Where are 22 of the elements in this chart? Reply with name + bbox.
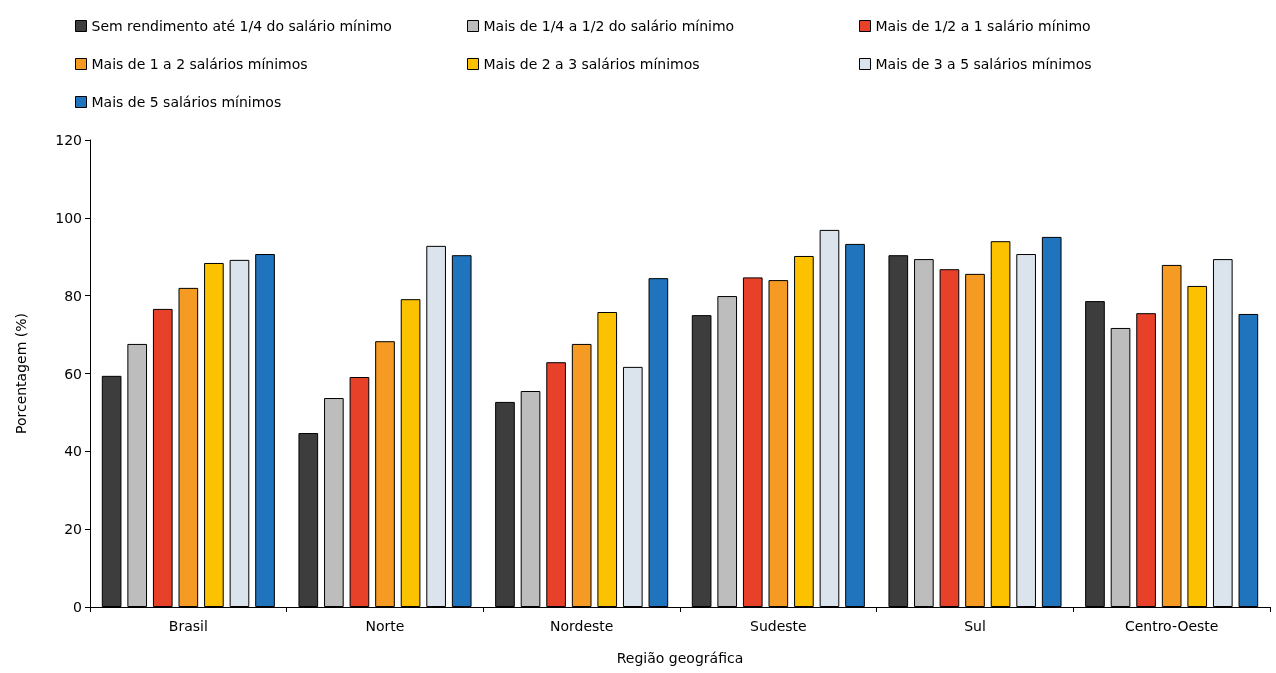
legend-label: Mais de 2 a 3 salários mínimos — [483, 56, 700, 72]
y-tick-label: 60 — [64, 365, 82, 382]
x-tick-label: Nordeste — [549, 618, 614, 634]
y-tick-label: 80 — [64, 287, 82, 304]
y-axis-title: Porcentagem (%) — [13, 312, 29, 435]
legend-label: Mais de 1 a 2 salários mínimos — [91, 56, 308, 72]
y-tick-label: 100 — [55, 209, 82, 226]
legend-label: Mais de 5 salários mínimos — [91, 94, 282, 110]
y-tick-label: 120 — [55, 132, 82, 148]
y-tick-label: 0 — [73, 599, 82, 615]
x-tick-label: Sul — [964, 618, 986, 634]
x-tick-label: Brasil — [168, 618, 208, 634]
legend-label: Mais de 1/2 a 1 salário mínimo — [875, 18, 1091, 34]
x-tick-label: Centro-Oeste — [1124, 618, 1219, 634]
y-tick-label: 40 — [64, 443, 82, 460]
legend-label: Mais de 3 a 5 salários mínimos — [875, 56, 1092, 72]
legend-label: Mais de 1/4 a 1/2 do salário mínimo — [483, 18, 735, 34]
x-tick-label: Sudeste — [750, 618, 807, 634]
legend-label: Sem rendimento até 1/4 do salário mínimo — [91, 18, 392, 34]
y-tick-label: 20 — [64, 521, 82, 538]
x-tick-label: Norte — [365, 618, 405, 634]
x-axis-title: Região geográfica — [616, 650, 744, 666]
